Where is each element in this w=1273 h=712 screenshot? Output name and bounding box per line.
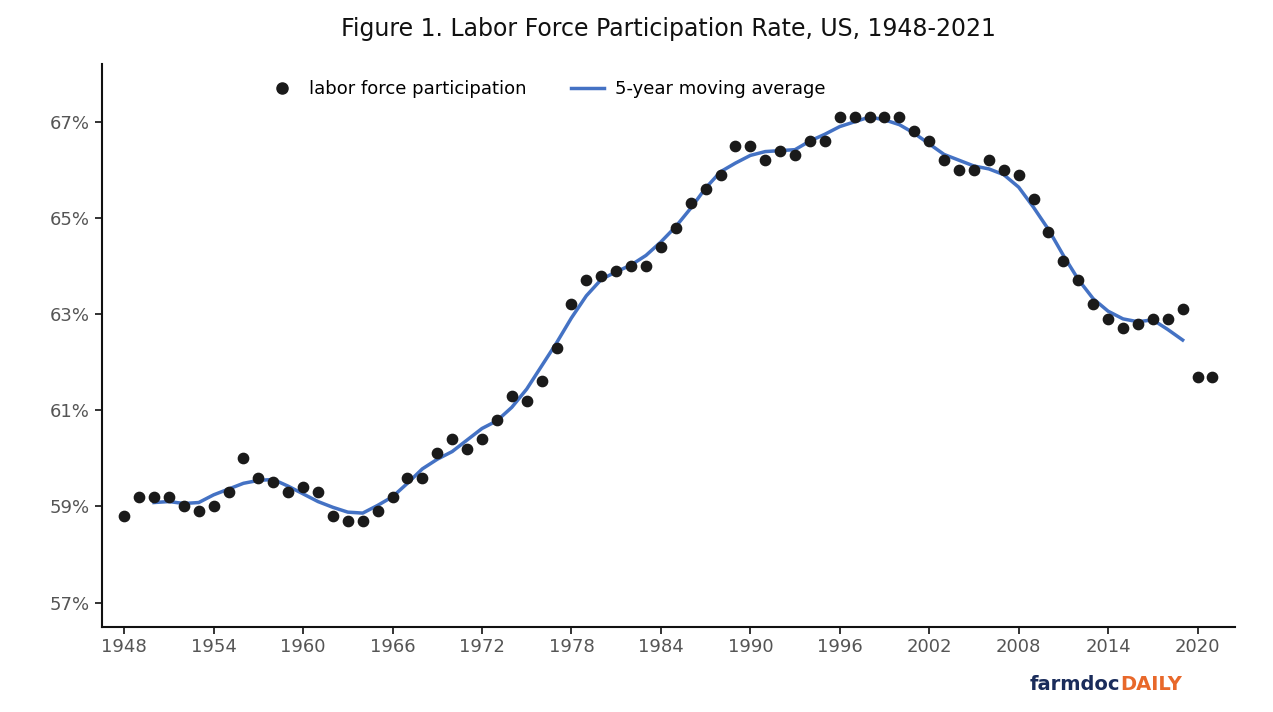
Point [1113,323,1133,334]
Point [337,515,358,526]
Point [1157,313,1178,325]
Point [353,515,373,526]
Point [591,270,611,281]
Point [934,155,955,166]
Point [248,472,269,483]
Point [666,222,686,234]
Point [875,111,895,122]
Point [219,486,239,498]
Point [486,414,507,426]
Point [1143,313,1164,325]
Point [606,265,626,276]
Point [278,486,298,498]
Point [1097,313,1118,325]
Point [517,395,537,407]
Point [651,241,671,253]
Point [561,299,582,310]
Point [426,448,447,459]
Legend: labor force participation, 5-year moving average: labor force participation, 5-year moving… [258,73,833,105]
Point [919,135,939,147]
Point [546,342,566,353]
Point [890,111,910,122]
Title: Figure 1. Labor Force Participation Rate, US, 1948-2021: Figure 1. Labor Force Participation Rate… [341,17,995,41]
Point [264,476,284,488]
Point [740,140,760,152]
Point [726,140,746,152]
Point [173,501,193,512]
Point [815,135,835,147]
Point [204,501,224,512]
Point [681,198,701,209]
Point [621,261,642,272]
Point [1053,256,1073,267]
Point [293,481,313,493]
Point [531,376,551,387]
Point [1083,299,1104,310]
Point [397,472,418,483]
Point [993,164,1013,176]
Point [233,453,253,464]
Point [1128,318,1148,330]
Point [635,261,656,272]
Point [442,434,462,445]
Point [1202,371,1222,382]
Text: farmdoc: farmdoc [1030,675,1120,694]
Point [1172,303,1193,315]
Point [755,155,775,166]
Point [710,169,731,180]
Point [502,390,522,402]
Point [144,491,164,503]
Point [1023,193,1044,204]
Text: DAILY: DAILY [1120,675,1183,694]
Point [964,164,984,176]
Point [115,511,135,522]
Point [844,111,864,122]
Point [799,135,820,147]
Point [1068,275,1088,286]
Point [1039,226,1059,238]
Point [382,491,402,503]
Point [695,184,715,195]
Point [368,506,388,517]
Point [1188,371,1208,382]
Point [412,472,433,483]
Point [979,155,999,166]
Point [577,275,597,286]
Point [785,150,806,161]
Point [770,145,791,157]
Point [308,486,328,498]
Point [472,434,493,445]
Point [188,506,209,517]
Point [859,111,880,122]
Point [948,164,969,176]
Point [457,443,477,454]
Point [904,126,924,137]
Point [159,491,179,503]
Point [129,491,149,503]
Point [830,111,850,122]
Point [323,511,344,522]
Point [1008,169,1029,180]
